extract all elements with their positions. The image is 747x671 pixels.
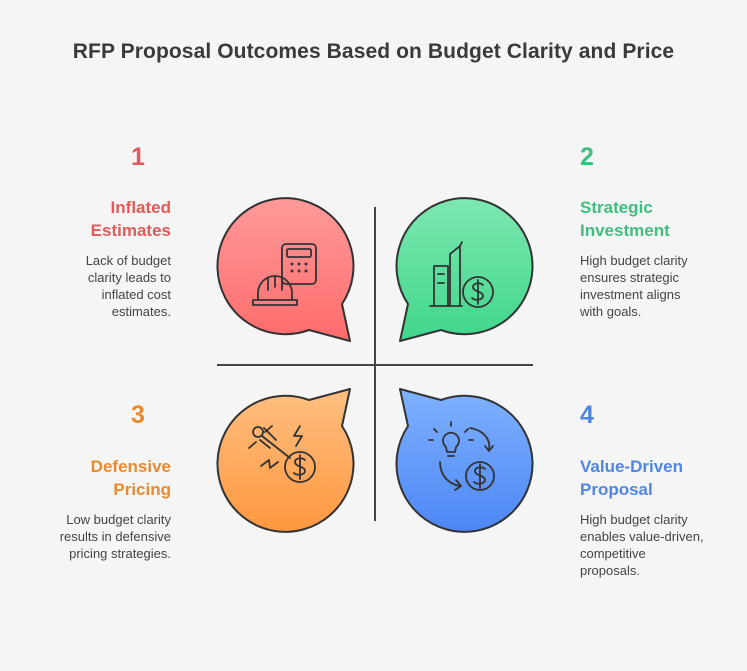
quadrant-4-description: High budget clarity enables value-driven… (580, 512, 704, 578)
page-title: RFP Proposal Outcomes Based on Budget Cl… (72, 40, 675, 63)
quadrant-1-number: 1 (131, 143, 145, 171)
quadrant-2-description: High budget clarity ensures strategic in… (580, 253, 688, 319)
bubble-2 (395, 197, 534, 342)
quadrant-4-number: 4 (580, 401, 594, 429)
bubble-1 (216, 197, 355, 342)
lightbulb-cycle-dollar-icon (428, 421, 495, 491)
bubble-4 (395, 388, 534, 533)
quadrant-4-heading: Value-Driven Proposal (580, 457, 683, 499)
quadrant-3-description: Low budget clarity results in defensive … (59, 512, 171, 561)
buildings-dollar-icon (429, 241, 494, 308)
quadrant-2-heading: Strategic Investment (580, 198, 670, 240)
calculator-hardhat-icon (252, 243, 317, 306)
quadrant-1-description: Lack of budget clarity leads to inflated… (85, 253, 171, 319)
bubble-3 (216, 388, 355, 533)
quadrant-2-number: 2 (580, 143, 594, 171)
quadrant-3-heading: Defensive Pricing (90, 457, 171, 499)
quadrant-1-heading: Inflated Estimates (90, 198, 171, 240)
quadrant-3-number: 3 (131, 401, 145, 429)
sword-dollar-icon (248, 425, 316, 483)
